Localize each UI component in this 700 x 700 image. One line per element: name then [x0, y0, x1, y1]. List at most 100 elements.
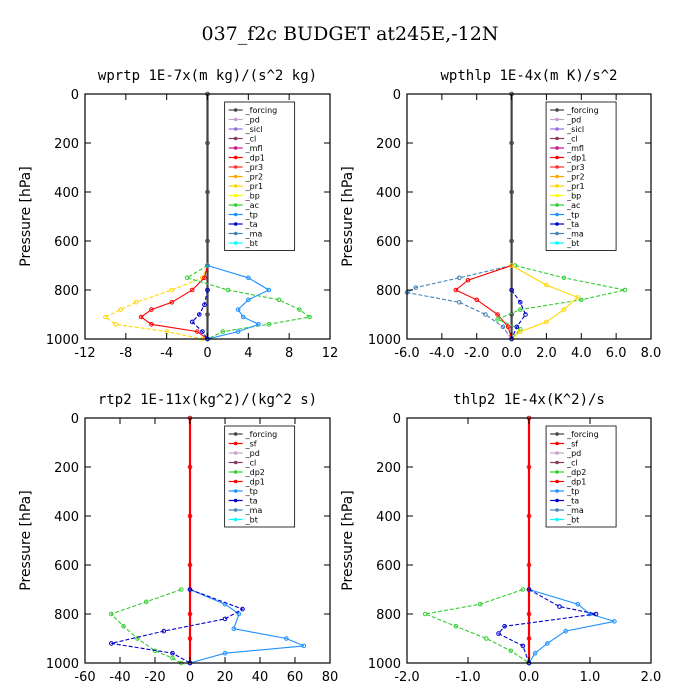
series-line-dp1: [140, 265, 209, 340]
y-tick-label: 400: [54, 510, 79, 525]
legend-marker: [233, 508, 238, 512]
legend-marker: [233, 241, 238, 245]
data-point: [518, 300, 523, 305]
x-tick-label: -60: [74, 670, 95, 685]
data-point: [413, 285, 419, 290]
data-point: [266, 287, 272, 293]
legend-marker: [555, 174, 559, 179]
legend-entry: _ta: [566, 497, 579, 506]
x-tick-label: 60: [287, 670, 304, 685]
legend-entry: _sf: [245, 440, 257, 449]
y-tick-label: 200: [54, 137, 79, 152]
data-point: [109, 641, 114, 646]
legend-entry: _tp: [245, 211, 258, 220]
data-point: [561, 307, 567, 312]
data-point: [484, 636, 489, 641]
legend-marker: [233, 193, 238, 198]
data-point: [205, 287, 210, 293]
data-point: [587, 611, 593, 617]
data-point: [500, 324, 506, 330]
legend-marker: [233, 489, 238, 493]
legend-marker: [555, 136, 559, 141]
x-tick-label: 0: [186, 670, 194, 685]
data-point: [307, 314, 312, 320]
legend-entry: _ma: [245, 230, 263, 239]
data-point: [457, 275, 462, 281]
data-point: [169, 300, 175, 305]
legend-entry: _dp1: [566, 154, 586, 163]
x-tick-label: 4: [244, 346, 252, 361]
legend-marker: [555, 517, 559, 522]
data-point: [575, 601, 581, 607]
data-point: [256, 322, 261, 327]
data-point: [474, 297, 480, 303]
legend-marker: [233, 432, 238, 436]
data-point: [236, 611, 242, 617]
y-tick-label: 0: [393, 412, 401, 427]
data-point: [457, 300, 462, 305]
data-point: [509, 287, 514, 293]
data-point: [200, 329, 205, 334]
legend-marker: [233, 136, 238, 141]
series-line-tp: [207, 264, 270, 340]
y-tick-label: 0: [71, 412, 79, 427]
legend-entry: _cl: [245, 459, 257, 468]
data-point: [453, 624, 459, 629]
legend-marker: [233, 451, 238, 455]
legend-entry: _pr3: [566, 163, 584, 172]
legend-entry: _sf: [566, 440, 578, 449]
series-line-tp: [528, 588, 615, 664]
data-point: [205, 189, 210, 195]
panel-title: wprtp 1E-7x(m kg)/(s^2 kg): [98, 68, 317, 84]
legend-entry: _ma: [566, 230, 584, 239]
legend-entry: _ac: [566, 201, 580, 210]
data-point: [152, 648, 158, 654]
series-line-ta: [111, 588, 244, 664]
legend-marker: [233, 203, 238, 207]
legend-entry: _bt: [245, 239, 258, 248]
figure-title: 037_f2c BUDGET at245E,-12N: [202, 23, 499, 45]
legend-marker: [555, 155, 559, 160]
legend-marker: [233, 460, 238, 465]
y-tick-label: 600: [54, 559, 79, 574]
data-point: [133, 300, 139, 305]
y-tick-label: 1000: [46, 333, 79, 348]
y-tick-label: 0: [393, 88, 401, 103]
legend-marker: [555, 108, 559, 112]
y-tick-label: 400: [376, 510, 401, 525]
y-tick-label: 800: [54, 284, 79, 299]
y-tick-label: 1000: [368, 657, 401, 672]
data-point: [225, 287, 231, 293]
legend-entry: _pr2: [245, 173, 263, 182]
data-point: [231, 626, 237, 632]
legend-marker: [555, 127, 559, 131]
data-point: [189, 287, 195, 293]
legend-marker: [233, 146, 238, 150]
legend-marker: [233, 108, 238, 112]
legend-entry: _pr2: [566, 173, 584, 182]
legend-entry: _dp1: [245, 478, 265, 487]
legend-marker: [555, 117, 559, 122]
data-point: [170, 655, 175, 661]
legend-marker: [555, 479, 559, 484]
data-point: [144, 599, 149, 605]
data-point: [520, 643, 526, 649]
data-point: [205, 238, 210, 244]
data-point: [179, 587, 184, 592]
data-point: [523, 312, 528, 317]
data-point: [483, 312, 488, 317]
legend-marker: [555, 193, 559, 198]
data-point: [189, 319, 195, 325]
legend-entry: _pr1: [566, 182, 584, 191]
y-axis-label: Pressure [hPa]: [18, 166, 34, 266]
x-tick-label: 8.0: [641, 346, 662, 361]
y-tick-label: 200: [54, 461, 79, 476]
legend-entry: _mfl: [245, 144, 263, 153]
data-point: [187, 464, 193, 470]
legend-entry: _cl: [566, 459, 578, 468]
data-point: [477, 601, 483, 607]
data-point: [301, 643, 307, 649]
data-point: [465, 277, 471, 283]
x-tick-label: 20: [217, 670, 234, 685]
panel-title: rtp2 1E-11x(kg^2)/(kg^2 s): [98, 392, 317, 408]
